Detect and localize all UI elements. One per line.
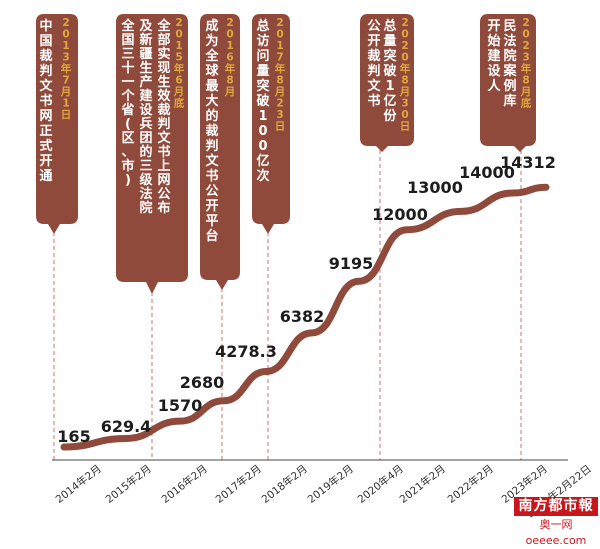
value-label: 1570 bbox=[158, 396, 203, 415]
value-label: 13000 bbox=[407, 178, 463, 197]
x-tick-label: 2017年2月 bbox=[213, 462, 264, 506]
callout-date: 2 0 2 3 年 8 月底 bbox=[520, 17, 532, 110]
callout-text: 总量突破 1 亿份 bbox=[383, 18, 397, 124]
value-label: 12000 bbox=[372, 205, 428, 224]
brand-logo: 南方都市報 bbox=[514, 497, 598, 516]
callout-date: 2 0 1 5 年 6 月底 bbox=[173, 17, 185, 110]
callout-text: 中国裁判文 bbox=[39, 18, 53, 94]
callout-text: 成为全球最大的 bbox=[204, 18, 219, 124]
value-label: 14000 bbox=[459, 163, 515, 182]
callout-text: 公开裁判文书 bbox=[367, 19, 381, 109]
value-label: 4278.3 bbox=[215, 342, 277, 361]
guide-lines bbox=[53, 150, 522, 460]
brand-site: 奥一网oeeee.com bbox=[525, 518, 587, 547]
x-tick-label: 2021年2月 bbox=[397, 462, 448, 506]
x-tick-label: 2022年2月 bbox=[445, 462, 496, 506]
x-tick-label: 2018年2月 bbox=[259, 462, 310, 506]
value-label: 6382 bbox=[280, 307, 325, 326]
callout-text: 裁判文书公开平台 bbox=[205, 123, 219, 244]
callout-box bbox=[200, 14, 240, 290]
callout-text: 全部实现生效裁判文书上网公布 bbox=[156, 18, 171, 216]
callout-text: 书网正式开通 bbox=[39, 93, 52, 184]
x-tick-label: 2020年4月 bbox=[355, 462, 406, 506]
callout-text: 全国三十一个省(区、市) bbox=[120, 18, 135, 188]
callout-box bbox=[36, 14, 78, 234]
x-tick-label: 2014年2月 bbox=[53, 462, 104, 506]
value-label: 2680 bbox=[180, 373, 225, 392]
x-tick-label: 2015年2月 bbox=[103, 462, 154, 506]
callout-box bbox=[480, 14, 536, 152]
callout-box bbox=[116, 14, 188, 294]
callout-text: 民法院案例库 bbox=[502, 19, 517, 109]
value-label: 629.4 bbox=[101, 417, 152, 436]
value-label: 165 bbox=[57, 427, 90, 446]
callout-box bbox=[252, 14, 290, 234]
x-tick-label: 2016年2月 bbox=[159, 462, 210, 506]
callout-text: 总访问量突破 1 0 0 亿次 bbox=[256, 18, 269, 184]
callout-box bbox=[360, 14, 414, 152]
value-label: 14312 bbox=[500, 153, 556, 172]
x-axis-ticks: 2014年2月 2015年2月 2016年2月 2017年2月2018年2月2019年… bbox=[53, 462, 594, 520]
callout-text: 及新疆生产建设兵团的三级法院 bbox=[139, 19, 153, 216]
series-line bbox=[60, 183, 550, 451]
x-tick-label: 2019年2月 bbox=[305, 462, 356, 506]
callout-text: 开始建设人 bbox=[487, 19, 501, 94]
value-label: 9195 bbox=[329, 254, 374, 273]
